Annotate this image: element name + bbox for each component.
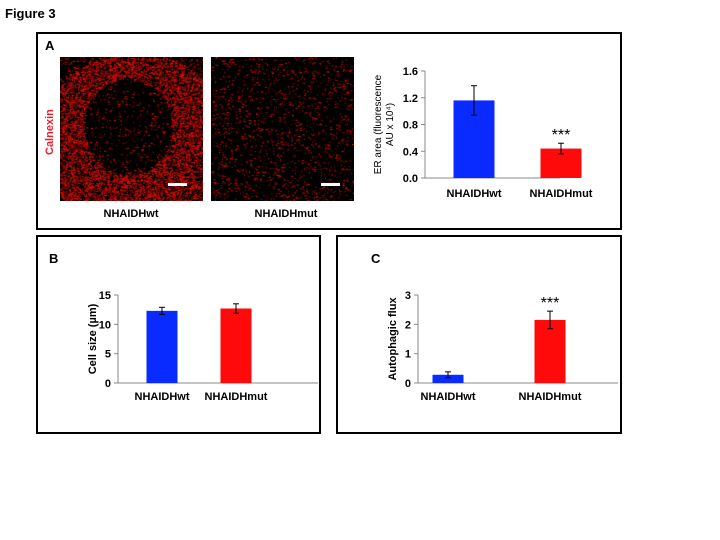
category-label: NHAIDHmut [205, 391, 268, 403]
micrograph-wt-label: NHAIDHwt [103, 208, 159, 220]
significance-label: *** [552, 127, 571, 144]
figure-title: Figure 3 [5, 6, 56, 21]
scale-bar [168, 183, 187, 186]
micrograph-wt [60, 57, 203, 201]
bar-NHAIDHwt [146, 310, 178, 383]
y-tick-label: 1.2 [403, 93, 418, 105]
y-tick-label: 1.6 [403, 66, 418, 78]
category-label: NHAIDHwt [135, 391, 190, 403]
y-tick-label: 15 [99, 290, 111, 302]
significance-label: *** [541, 295, 560, 312]
panel-a [36, 32, 622, 230]
y-tick-label: 3 [405, 290, 411, 302]
bar-NHAIDHwt [432, 374, 464, 383]
scale-bar [321, 183, 340, 186]
bar-NHAIDHmut [534, 319, 566, 383]
micrograph-mut-label: NHAIDHmut [254, 208, 318, 220]
calnexin-label: Calnexin [44, 109, 56, 155]
panel-c-letter: C [371, 251, 381, 266]
y-axis-title: AU x 10⁴) [385, 103, 396, 146]
category-label: NHAIDHwt [447, 188, 502, 200]
y-tick-label: 1 [405, 349, 411, 361]
chart-a-er-area: 0.0 0.4 0.8 1.2 1.6 NHAIDHwt *** NHAIDHmut ER ar… [373, 66, 593, 200]
y-tick-label: 10 [99, 319, 111, 331]
panel-a-letter: A [45, 38, 55, 53]
y-tick-label: 0 [405, 378, 411, 390]
category-label: NHAIDHmut [530, 188, 593, 200]
y-tick-label: 0.0 [403, 173, 418, 185]
panel-b-letter: B [49, 251, 59, 266]
y-tick-label: 0.8 [403, 120, 418, 132]
chart-b-cell-size: 0 5 10 15 NHAIDHwt NHAIDHmut Cell size (µm) [87, 290, 318, 403]
panel-b [36, 235, 321, 434]
chart-c-autophagic-flux: 0 1 2 3 NHAIDHwt *** NHAIDHmut Autophagic flux [387, 290, 618, 403]
y-axis-title: ER area (fluorescence [373, 74, 384, 174]
y-tick-label: 5 [105, 349, 111, 361]
y-axis-title: Autophagic flux [387, 297, 399, 381]
micrograph-mut [211, 57, 354, 201]
y-tick-label: 0 [105, 378, 111, 390]
bar-NHAIDHmut [220, 308, 252, 383]
category-label: NHAIDHwt [421, 391, 476, 403]
panel-c [336, 235, 622, 434]
y-tick-label: 2 [405, 319, 411, 331]
y-tick-label: 0.4 [403, 146, 419, 158]
y-axis-title: Cell size (µm) [87, 303, 99, 374]
category-label: NHAIDHmut [519, 391, 582, 403]
